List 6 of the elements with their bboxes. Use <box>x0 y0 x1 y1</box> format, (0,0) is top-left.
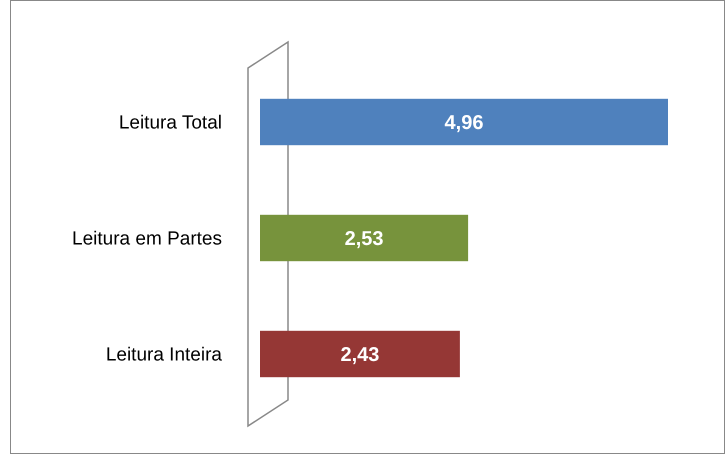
data-label: 2,43 <box>340 344 380 366</box>
data-label: 2,53 <box>344 228 384 250</box>
data-label: 4,96 <box>444 112 484 134</box>
y-tick-label: Leitura Inteira <box>106 344 222 366</box>
y-tick-label: Leitura Total <box>118 112 222 134</box>
y-tick-label: Leitura em Partes <box>72 228 222 250</box>
